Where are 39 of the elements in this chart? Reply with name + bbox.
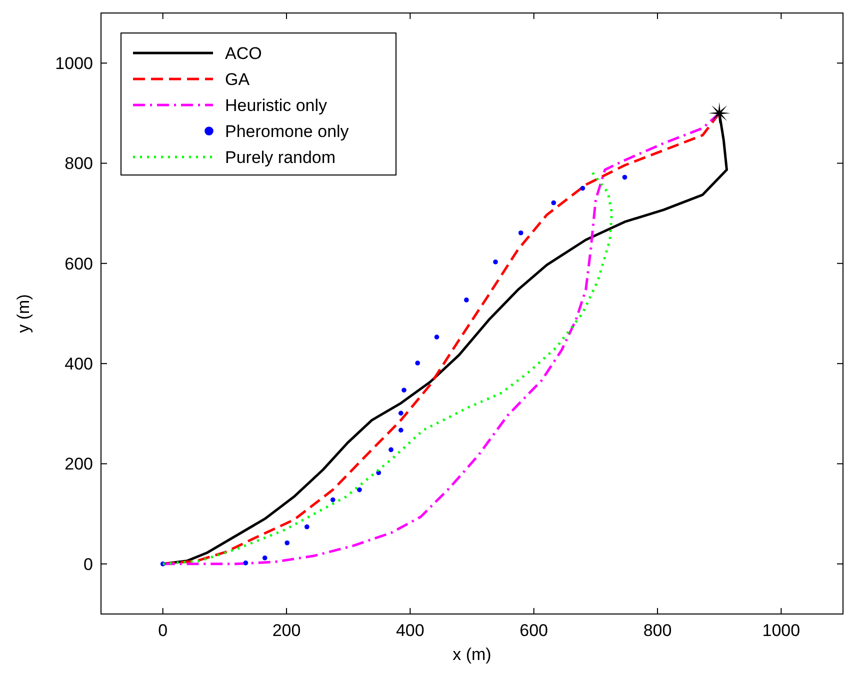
point: [708, 102, 730, 124]
point: [493, 259, 498, 264]
point: [402, 388, 406, 393]
legend-label: Purely random: [225, 148, 336, 167]
y-tick-label: 0: [84, 554, 93, 574]
point: [622, 174, 628, 180]
point: [398, 410, 404, 416]
x-tick-label: 200: [272, 621, 301, 640]
point: [518, 230, 524, 236]
legend-label: Pheromone only: [225, 122, 350, 141]
y-tick-label: 200: [64, 454, 93, 474]
point: [434, 334, 440, 340]
y-tick-label: 400: [64, 354, 93, 374]
point: [304, 524, 310, 530]
legend-label: Heuristic only: [225, 96, 328, 115]
legend-label: ACO: [225, 44, 262, 63]
y-tick-label: 800: [64, 154, 93, 174]
legend-label: GA: [225, 70, 250, 89]
line-series: [162, 172, 613, 566]
point: [284, 540, 290, 546]
x-tick-label: 600: [520, 621, 548, 640]
point: [580, 186, 586, 191]
point: [330, 497, 336, 502]
point: [551, 200, 556, 206]
point: [243, 560, 248, 566]
point: [357, 487, 362, 492]
point: [398, 428, 404, 433]
point: [415, 360, 420, 366]
point: [262, 555, 268, 560]
y-tick-label: 600: [64, 254, 93, 274]
point: [388, 447, 394, 452]
point: [464, 298, 469, 302]
x-axis-title: x (m): [452, 645, 492, 664]
y-tick-label: 1000: [55, 54, 93, 74]
y-axis-title: y (m): [14, 294, 33, 333]
x-tick-label: 400: [396, 621, 424, 640]
x-tick-label: 1000: [762, 621, 800, 640]
x-tick-label: 800: [643, 621, 672, 640]
x-tick-label: 0: [158, 621, 168, 640]
